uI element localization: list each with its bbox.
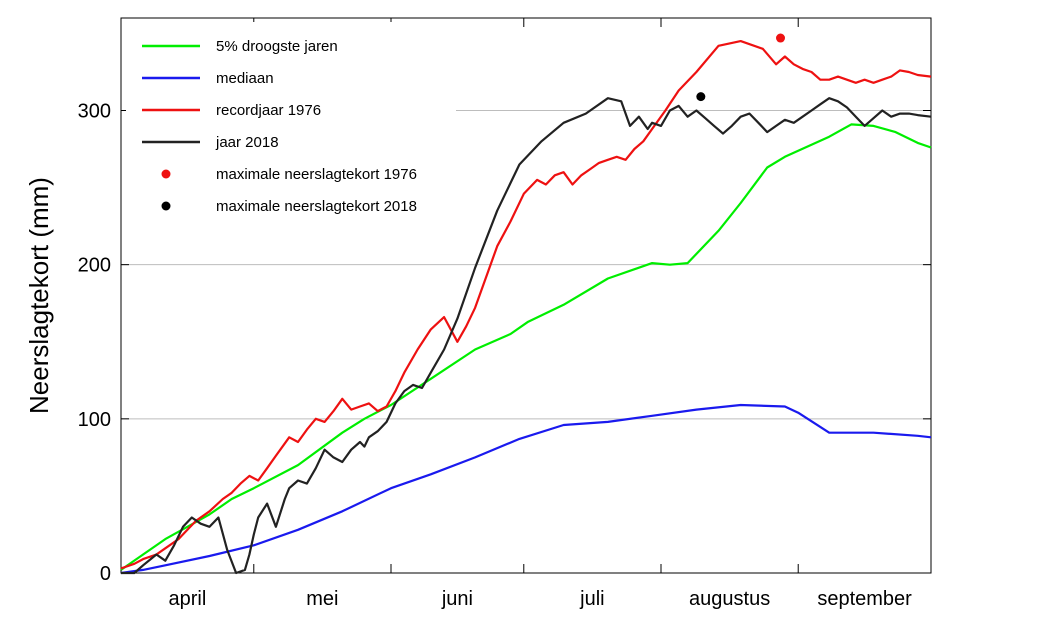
- legend-label-4: maximale neerslagtekort 1976: [216, 166, 417, 183]
- legend-label-1: mediaan: [216, 70, 274, 87]
- y-axis-label: Neerslagtekort (mm): [24, 177, 54, 414]
- x-tick-label-juli: juli: [579, 588, 604, 610]
- marker-layer: [696, 33, 786, 102]
- max-marker-1: [696, 92, 706, 102]
- y-tick-label: 200: [78, 255, 111, 277]
- y-tick-label: 300: [78, 101, 111, 123]
- x-tick-label-september: september: [817, 588, 912, 610]
- x-tick-label-juni: juni: [441, 588, 473, 610]
- series-line-0: [120, 123, 932, 571]
- series-line-1: [120, 403, 932, 575]
- legend-background: [126, 22, 456, 227]
- series-line-2: [120, 39, 932, 570]
- legend-swatch-5: [161, 201, 171, 211]
- series-line-3: [121, 97, 932, 575]
- x-axis: april mei juni juli augustus september: [168, 18, 912, 610]
- legend-label-5: maximale neerslagtekort 2018: [216, 198, 417, 215]
- x-tick-label-april: april: [168, 588, 206, 610]
- plot-frame: [120, 17, 932, 574]
- max-marker-0: [776, 33, 786, 43]
- y-tick-label: 100: [78, 409, 111, 431]
- legend-label-2: recordjaar 1976: [216, 102, 321, 119]
- legend: 5% droogste jaren mediaan recordjaar 1976 j…: [126, 22, 456, 227]
- y-axis: 0 100 200 300: [78, 101, 931, 585]
- series-layer: [120, 39, 932, 575]
- legend-swatch-4: [161, 169, 171, 179]
- y-tick-label: 0: [100, 563, 111, 585]
- x-tick-label-mei: mei: [306, 588, 338, 610]
- legend-label-3: jaar 2018: [215, 134, 279, 151]
- legend-label-0: 5% droogste jaren: [216, 38, 338, 55]
- x-tick-label-augustus: augustus: [689, 588, 770, 610]
